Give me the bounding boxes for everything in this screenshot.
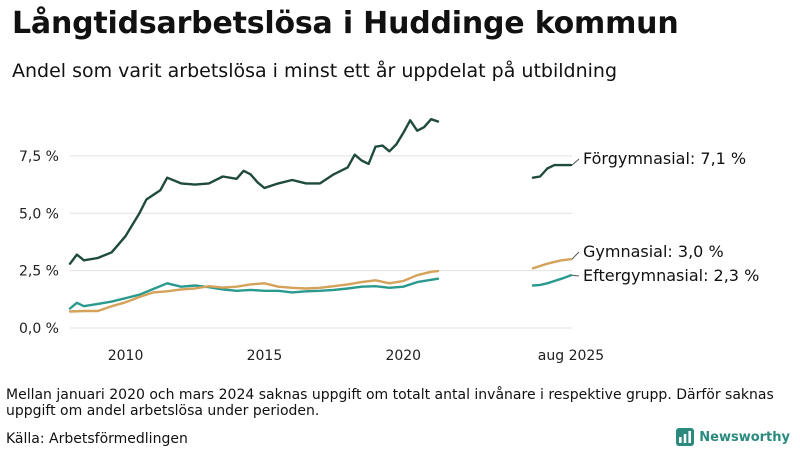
line-chart: 0,0 % 2,5 % 5,0 % 7,5 % 2010 2015 2020 aug 202… [19, 118, 759, 364]
leader-line-gymnasial [571, 251, 580, 260]
leader-line-f-rgymnasial [571, 158, 580, 166]
chart-subtitle: Andel som varit arbetslösa i minst ett å… [12, 60, 618, 82]
series-line-gymnasial-segment-1 [68, 269, 440, 313]
series-line-f-rgymnasial-segment-2 [531, 163, 573, 179]
footnote: Mellan januari 2020 och mars 2024 saknas… [6, 387, 774, 419]
y-tick-label: 2,5 % [19, 264, 59, 280]
brand-name: Newsworthy [699, 429, 790, 445]
y-axis-tick-labels: 0,0 % 2,5 % 5,0 % 7,5 % [19, 149, 59, 337]
x-tick-label: aug 2025 [538, 348, 604, 364]
x-tick-label: 2020 [385, 348, 421, 364]
y-tick-label: 5,0 % [19, 206, 59, 222]
series-line-gymnasial-segment-2 [531, 258, 573, 270]
leader-line-eftergymnasial [571, 274, 580, 277]
chart-title: Långtidsarbetslösa i Huddinge kommun [12, 6, 679, 41]
grid-lines [70, 155, 572, 329]
series-line-f-rgymnasial-segment-1 [68, 118, 440, 265]
x-tick-label: 2015 [247, 348, 283, 364]
end-label-gymnasial: Gymnasial: 3,0 % [583, 242, 724, 261]
end-label-f-rgymnasial: Förgymnasial: 7,1 % [583, 149, 746, 168]
series-line-eftergymnasial-segment-2 [531, 274, 573, 287]
source-label: Källa: Arbetsförmedlingen [6, 431, 188, 447]
series-lines [68, 118, 573, 313]
newsworthy-logo: Newsworthy [676, 428, 790, 446]
y-tick-label: 7,5 % [19, 149, 59, 165]
series-line-eftergymnasial-segment-1 [68, 277, 440, 310]
series-end-labels: Förgymnasial: 7,1 % Gymnasial: 3,0 % Efter… [571, 149, 759, 285]
y-tick-label: 0,0 % [19, 321, 59, 337]
x-axis-tick-labels: 2010 2015 2020 aug 2025 [108, 348, 604, 364]
x-tick-label: 2010 [108, 348, 144, 364]
newsworthy-icon [676, 428, 695, 446]
end-label-eftergymnasial: Eftergymnasial: 2,3 % [583, 266, 759, 285]
